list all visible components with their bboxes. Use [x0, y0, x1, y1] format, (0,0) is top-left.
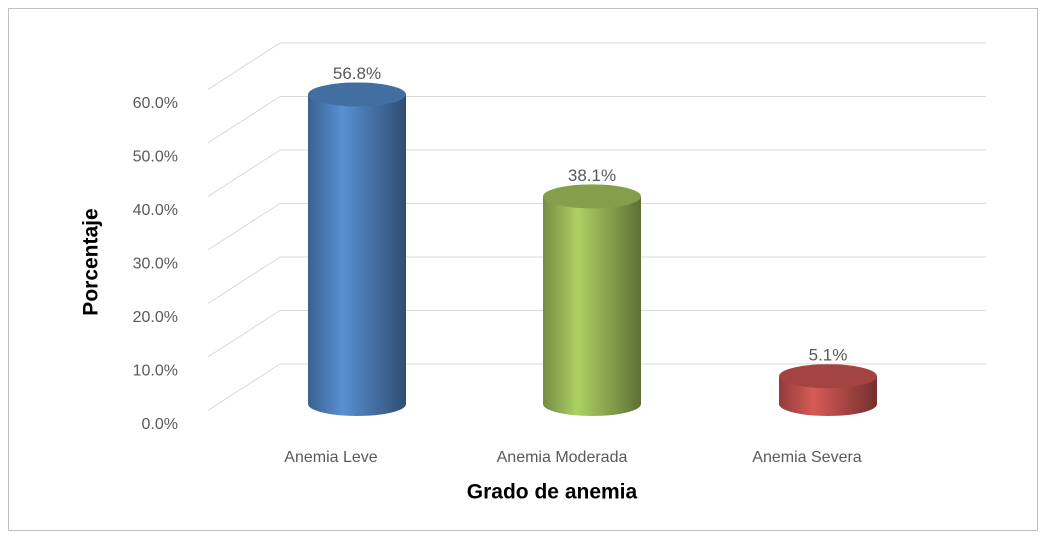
y-tick-label: 20.0% [133, 309, 178, 326]
y-tick-label: 0.0% [142, 416, 178, 433]
grid-line-side [207, 96, 281, 144]
bar-top [779, 364, 877, 389]
value-label: 56.8% [333, 64, 381, 83]
x-tick-label: Anemia Moderada [497, 449, 628, 466]
y-tick-label: 10.0% [133, 363, 178, 380]
x-axis-title: Grado de anemia [467, 481, 638, 504]
y-axis-title: Porcentaje [80, 208, 103, 315]
value-label: 5.1% [809, 346, 848, 365]
grid-line-side [207, 149, 281, 197]
y-tick-label: 60.0% [133, 95, 178, 112]
y-tick-label: 40.0% [133, 202, 178, 219]
y-tick-label: 30.0% [133, 256, 178, 273]
bar [308, 94, 406, 416]
grid-line-side [207, 363, 281, 411]
value-label: 38.1% [568, 166, 616, 185]
bar-top [308, 82, 406, 107]
y-tick-label: 50.0% [133, 149, 178, 166]
x-tick-label: Anemia Leve [284, 449, 377, 466]
bar-top [543, 184, 641, 209]
x-tick-label: Anemia Severa [752, 449, 861, 466]
grid-line-side [207, 310, 281, 358]
grid-line-side [207, 42, 281, 90]
chart-border [8, 8, 1038, 531]
grid-line-side [207, 203, 281, 251]
grid-line-side [207, 256, 281, 304]
bar [543, 196, 641, 416]
